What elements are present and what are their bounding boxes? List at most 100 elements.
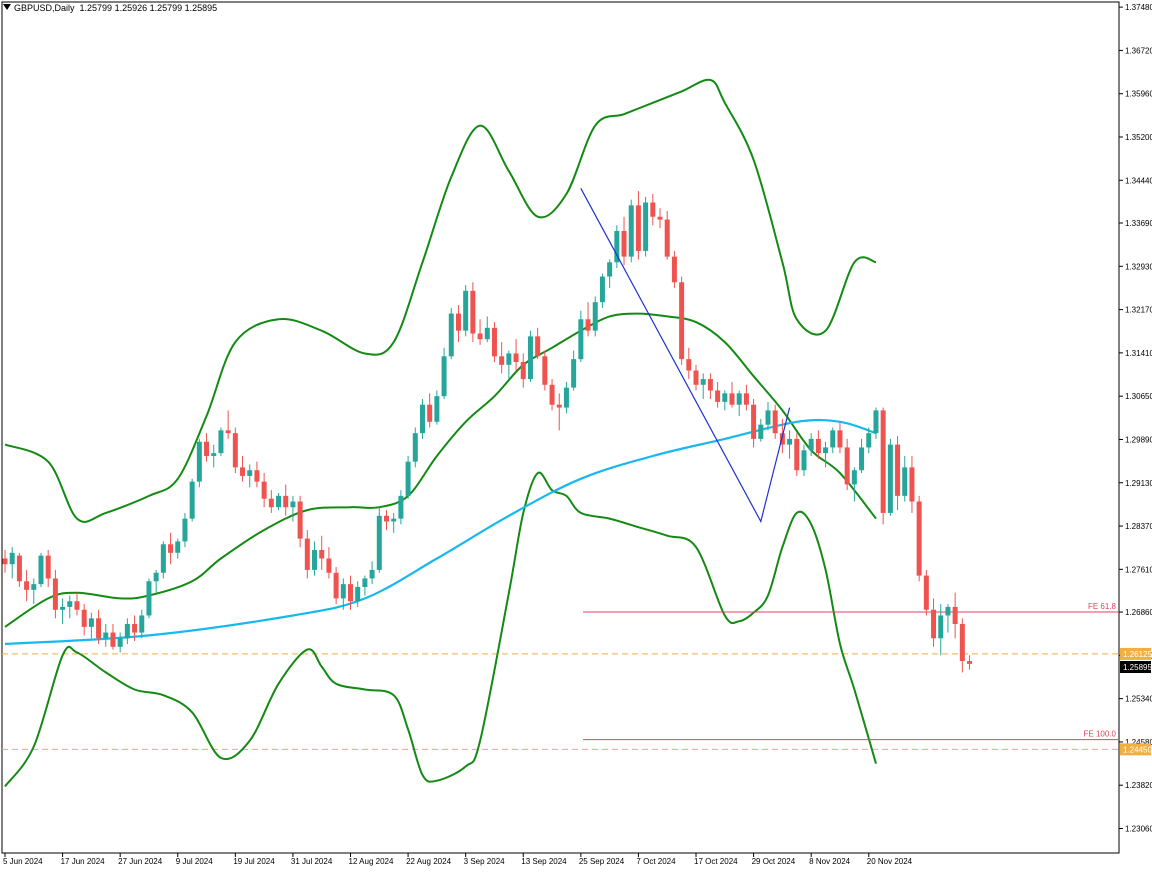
candle — [434, 390, 440, 425]
candle-body — [535, 336, 541, 357]
candle-body — [902, 467, 908, 496]
candle — [491, 322, 497, 362]
candle — [297, 495, 303, 548]
candle — [326, 547, 332, 579]
candle-body — [765, 410, 771, 425]
candle — [801, 444, 807, 476]
candle-body — [60, 606, 66, 610]
candle-body — [823, 447, 829, 454]
candle — [851, 467, 857, 502]
candle-body — [297, 501, 303, 539]
candle-body — [938, 615, 944, 639]
candle — [823, 441, 829, 468]
candle-body — [168, 544, 174, 553]
zigzag-line — [580, 188, 791, 524]
candle-body — [859, 447, 865, 471]
candle-body — [571, 359, 577, 388]
candle-body — [513, 353, 519, 362]
candle — [621, 216, 627, 266]
candle-body — [614, 230, 620, 263]
candle — [722, 390, 728, 411]
candle-body — [484, 327, 490, 340]
candle-body — [333, 572, 339, 599]
candle — [506, 350, 512, 380]
candle — [31, 578, 37, 605]
candle-body — [232, 433, 238, 468]
candle-body — [391, 518, 397, 522]
candle — [139, 609, 145, 639]
price-tag-box — [1120, 661, 1151, 674]
candle — [448, 307, 454, 360]
candle-body — [110, 632, 116, 647]
candle — [830, 427, 836, 454]
x-tick-label: 31 Jul 2024 — [291, 857, 333, 866]
chart-header: GBPUSD,Daily 1.25799 1.25926 1.25799 1.2… — [3, 3, 217, 13]
candle-body — [880, 410, 886, 513]
candle-body — [124, 624, 130, 639]
candle-body — [931, 609, 937, 639]
candle — [340, 578, 346, 610]
candle — [189, 478, 195, 522]
candle — [254, 461, 260, 488]
candle — [895, 436, 901, 511]
candle — [758, 418, 764, 442]
candle — [765, 401, 771, 431]
dropdown-triangle-icon[interactable] — [3, 4, 11, 10]
candle — [542, 350, 548, 391]
x-tick-label: 22 Aug 2024 — [406, 857, 451, 866]
x-tick-label: 9 Jul 2024 — [176, 857, 213, 866]
candle-body — [376, 515, 382, 570]
candle-body — [851, 470, 857, 485]
candle-body — [679, 282, 685, 360]
candle-body — [909, 467, 915, 502]
candle — [959, 618, 965, 673]
candle-body — [405, 461, 411, 496]
x-tick-label: 5 Jun 2024 — [3, 857, 43, 866]
x-tick-label: 17 Oct 2024 — [694, 857, 738, 866]
candle-body — [578, 319, 584, 360]
candle-body — [779, 433, 785, 445]
candle-body — [621, 230, 627, 257]
candle — [859, 438, 865, 474]
candle-body — [283, 495, 289, 508]
y-tick-label: 1.31410 — [1125, 349, 1152, 358]
y-tick-label: 1.23060 — [1125, 825, 1152, 834]
candle — [103, 624, 109, 647]
candle — [880, 407, 886, 525]
candle — [348, 575, 354, 610]
candle-body — [340, 584, 346, 599]
fib-level-label: FE 100.0 — [1084, 730, 1117, 739]
bollinger-upper-line — [4, 78, 877, 523]
candle — [225, 410, 231, 439]
candle-body — [772, 410, 778, 434]
candle-body — [383, 515, 389, 522]
candle — [355, 581, 361, 607]
candle-body — [837, 430, 843, 448]
candle-body — [247, 470, 253, 476]
candle-body — [607, 262, 613, 277]
candle — [700, 373, 706, 400]
candle-body — [175, 541, 181, 553]
candle-body — [491, 327, 497, 357]
candle-body — [700, 379, 706, 385]
candle — [938, 604, 944, 656]
candle — [499, 342, 505, 374]
candle — [650, 193, 656, 226]
candle — [441, 347, 447, 400]
candle — [873, 407, 879, 439]
candle-body — [412, 433, 418, 462]
price-tag-label: 1.26125 — [1123, 650, 1152, 659]
candle — [383, 510, 389, 531]
candle-body — [24, 581, 30, 590]
candle-body — [319, 549, 325, 559]
candle — [9, 547, 15, 579]
candle — [88, 612, 94, 639]
candle — [909, 455, 915, 513]
candle — [643, 196, 649, 257]
candle-body — [873, 410, 879, 434]
candle-body — [225, 430, 231, 434]
price-tag-label: 1.25895 — [1123, 663, 1152, 672]
candle — [967, 655, 973, 670]
candle — [693, 364, 699, 391]
